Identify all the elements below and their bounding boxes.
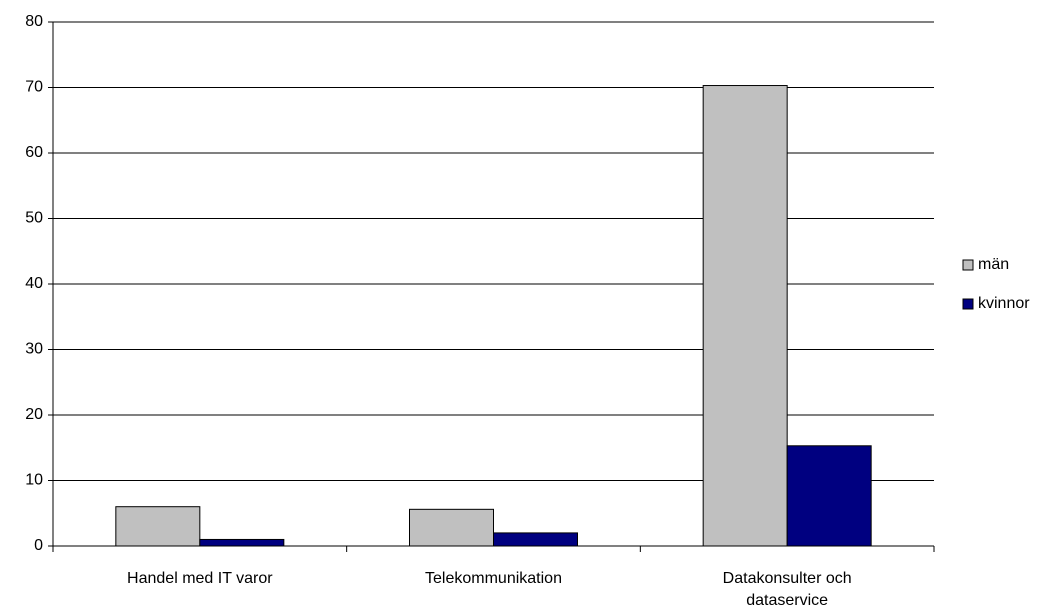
bar xyxy=(409,508,494,547)
bar xyxy=(115,506,201,547)
bar xyxy=(786,445,872,547)
legend-swatch xyxy=(962,259,974,271)
y-tick-label: 0 xyxy=(34,537,43,554)
bar xyxy=(702,85,788,547)
bar xyxy=(199,538,285,547)
y-tick-label: 40 xyxy=(25,275,43,292)
legend-label: kvinnor xyxy=(978,295,1030,312)
y-tick-label: 60 xyxy=(25,144,43,161)
y-tick-label: 80 xyxy=(25,13,43,30)
y-tick-label: 50 xyxy=(25,210,43,227)
legend-swatch xyxy=(962,298,974,310)
x-tick-label: Handel med IT varor xyxy=(127,570,273,587)
y-tick-label: 70 xyxy=(25,79,43,96)
bar xyxy=(493,532,578,547)
x-tick-label: Datakonsulter och dataservice xyxy=(722,570,852,609)
legend-label: män xyxy=(978,256,1009,273)
y-tick-label: 20 xyxy=(25,406,43,423)
y-tick-label: 10 xyxy=(25,472,43,489)
y-tick-label: 30 xyxy=(25,341,43,358)
x-tick-label: Telekommunikation xyxy=(425,570,562,587)
